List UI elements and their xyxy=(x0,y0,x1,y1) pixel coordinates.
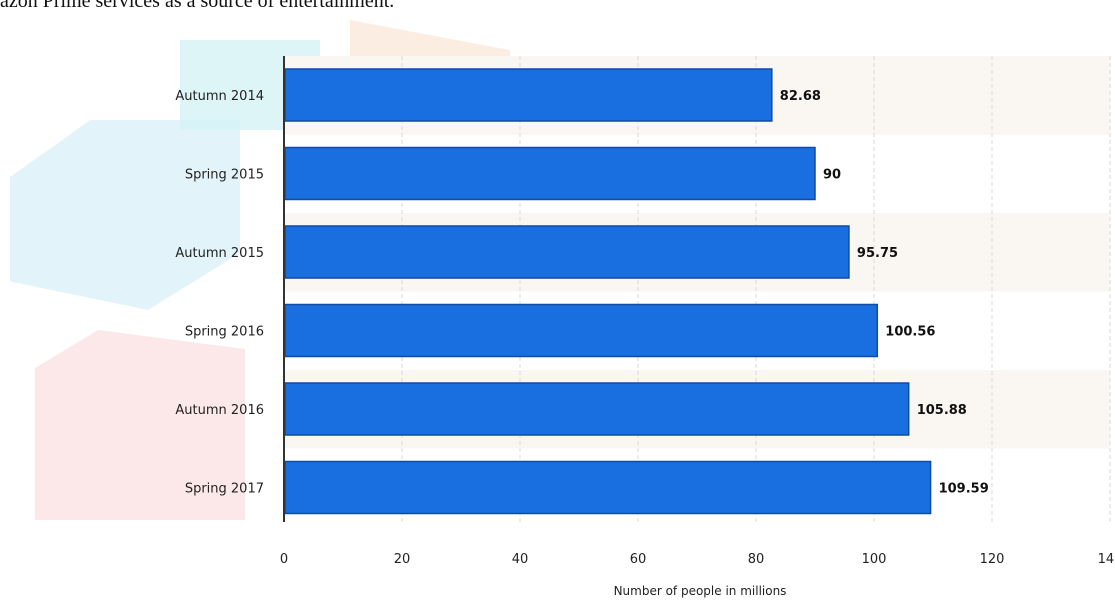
value-label: 105.88 xyxy=(917,403,967,418)
bar xyxy=(284,225,850,279)
category-label: Spring 2016 xyxy=(185,325,264,340)
bar xyxy=(284,460,932,515)
x-tick-label: 60 xyxy=(630,552,647,567)
gridlines xyxy=(401,56,1111,522)
bars xyxy=(284,68,932,515)
x-tick-label: 120 xyxy=(980,552,1005,567)
x-tick-label: 0 xyxy=(280,552,288,567)
value-label: 109.59 xyxy=(939,482,989,497)
x-tick-label: 20 xyxy=(394,552,411,567)
category-label: Autumn 2016 xyxy=(175,403,264,418)
category-label: Spring 2017 xyxy=(185,482,264,497)
x-tick-label: 140 xyxy=(1098,552,1115,567)
category-labels: Autumn 2014 Spring 2015 Autumn 2015 Spring … xyxy=(175,89,264,497)
value-label: 100.56 xyxy=(885,325,935,340)
x-tick-label: 100 xyxy=(862,552,887,567)
bar xyxy=(284,68,773,122)
value-label: 82.68 xyxy=(780,89,821,104)
x-axis-title: Number of people in millions xyxy=(614,584,787,598)
x-tick-label: 40 xyxy=(512,552,529,567)
x-tick-labels: 0 20 40 60 80 100 120 140 xyxy=(280,552,1115,567)
category-label: Autumn 2015 xyxy=(175,246,264,261)
value-label: 90 xyxy=(823,168,841,183)
bar xyxy=(284,146,816,201)
header-text: azon Prime services as a source of enter… xyxy=(0,0,395,12)
bar xyxy=(284,382,910,436)
category-label: Spring 2015 xyxy=(185,168,264,183)
category-label: Autumn 2014 xyxy=(175,89,264,104)
bar xyxy=(284,303,879,358)
value-label: 95.75 xyxy=(857,246,898,261)
value-labels: 82.68 90 95.75 100.56 105.88 109.59 xyxy=(780,89,989,497)
x-tick-label: 80 xyxy=(748,552,765,567)
